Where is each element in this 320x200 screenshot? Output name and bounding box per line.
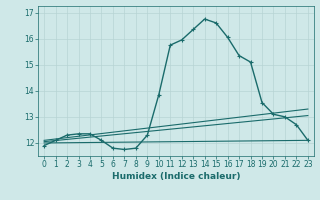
X-axis label: Humidex (Indice chaleur): Humidex (Indice chaleur) (112, 172, 240, 181)
